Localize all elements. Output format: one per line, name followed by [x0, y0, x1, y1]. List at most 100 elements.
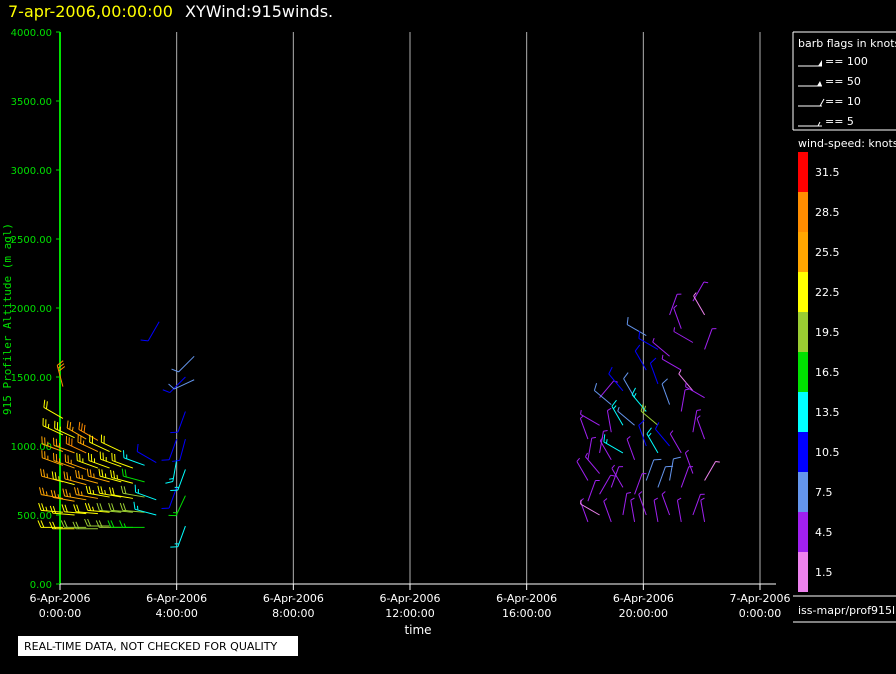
wind-barb — [42, 418, 64, 436]
barb-staff — [653, 500, 659, 522]
barb-staff — [676, 500, 682, 522]
wind-barb — [119, 502, 145, 513]
flag-sample-pennant — [817, 81, 822, 86]
barb-feather — [110, 469, 113, 478]
barb-staff — [645, 459, 655, 481]
barb-staff — [673, 331, 694, 343]
barb-feather — [58, 366, 66, 372]
wind-barb — [611, 464, 624, 488]
wind-barb — [73, 504, 98, 515]
barb-staff — [669, 294, 678, 316]
flag-sample-pennant — [818, 60, 822, 66]
barb-feather — [49, 505, 54, 514]
colorbar-label: 16.5 — [815, 366, 840, 379]
barb-feather — [140, 339, 149, 342]
barb-staff — [76, 477, 99, 484]
x-tick-time: 20:00:00 — [619, 607, 668, 620]
barb-half-feather — [585, 452, 588, 457]
barb-feather — [62, 488, 66, 497]
flag-legend-label: == 50 — [825, 75, 861, 88]
y-tick-label: 2500.00 — [11, 235, 52, 246]
barb-feather — [654, 422, 660, 430]
barb-staff — [634, 350, 647, 371]
barb-staff — [655, 428, 670, 447]
x-tick-date: 6-Apr-2006 — [379, 592, 440, 605]
wind-barb — [580, 410, 600, 426]
wind-barb — [646, 427, 659, 454]
barb-staff — [594, 390, 612, 405]
barb-feather — [65, 488, 69, 497]
wind-barb — [630, 497, 636, 522]
barb-half-feather — [603, 498, 608, 502]
barb-half-feather — [652, 337, 655, 343]
wind-barb — [692, 409, 702, 433]
wind-barb — [119, 520, 145, 528]
barb-staff — [77, 441, 99, 452]
colorbar-swatch — [798, 552, 808, 592]
barb-half-feather — [700, 497, 705, 501]
barb-half-feather — [661, 354, 664, 360]
wind-barb — [108, 502, 133, 513]
barb-staff — [172, 459, 178, 482]
barb-staff — [678, 373, 694, 392]
barb-feather — [136, 443, 139, 452]
barb-half-feather — [599, 437, 604, 442]
barb-feather — [69, 421, 72, 430]
barb-feather — [52, 505, 57, 514]
barb-staff — [638, 494, 647, 516]
barb-staff — [631, 394, 647, 412]
barb-feather — [112, 470, 116, 479]
barb-feather — [97, 485, 101, 494]
wind-barb — [580, 499, 600, 516]
source-label: iss-mapr/prof915l — [798, 604, 895, 617]
wind-barb — [170, 411, 186, 434]
wind-barb — [100, 434, 122, 452]
barb-half-feather — [580, 499, 582, 505]
barb-half-feather — [605, 439, 608, 444]
barb-staff — [99, 475, 122, 483]
wind-barb — [96, 502, 122, 513]
barb-feather — [72, 521, 77, 529]
barb-half-feather — [661, 491, 666, 495]
flag-sample-feather — [819, 98, 825, 107]
wind-barb — [39, 487, 64, 499]
barb-feather — [124, 469, 127, 478]
barb-feather — [75, 521, 80, 529]
quality-notice: REAL-TIME DATA, NOT CHECKED FOR QUALITY — [24, 640, 278, 653]
colorbar-label: 25.5 — [815, 246, 840, 259]
barb-staff — [610, 466, 620, 488]
wind-barb — [76, 452, 99, 469]
wind-barb — [85, 485, 110, 498]
y-tick-label: 500.00 — [17, 511, 52, 522]
x-tick-date: 6-Apr-2006 — [29, 592, 90, 605]
x-tick-date: 6-Apr-2006 — [263, 592, 324, 605]
barb-feather — [673, 456, 681, 460]
barb-half-feather — [678, 369, 682, 375]
barb-feather — [100, 486, 104, 494]
wind-barb — [673, 327, 694, 343]
barb-half-feather — [673, 327, 676, 332]
wind-barb — [626, 316, 647, 337]
barb-staff — [89, 441, 110, 452]
barb-feather — [66, 472, 69, 480]
wind-barb — [51, 471, 75, 486]
barb-feather — [593, 383, 598, 391]
wind-barb — [622, 492, 632, 516]
barb-half-feather — [591, 436, 597, 439]
barb-feather — [87, 518, 92, 527]
barb-feather — [98, 520, 103, 528]
wind-barb — [165, 459, 178, 484]
wind-barb — [63, 471, 87, 486]
barb-half-feather — [673, 304, 678, 309]
barb-staff — [626, 324, 647, 337]
barb-staff — [661, 358, 682, 371]
barb-staff — [168, 438, 178, 460]
wind-barb — [52, 452, 75, 469]
wind-barb — [623, 372, 636, 398]
wind-barb — [661, 491, 671, 516]
barb-staff — [652, 341, 670, 357]
barb-staff — [640, 410, 659, 426]
barb-half-feather — [684, 388, 690, 391]
x-tick-date: 6-Apr-2006 — [496, 592, 557, 605]
wind-barb — [669, 430, 682, 454]
